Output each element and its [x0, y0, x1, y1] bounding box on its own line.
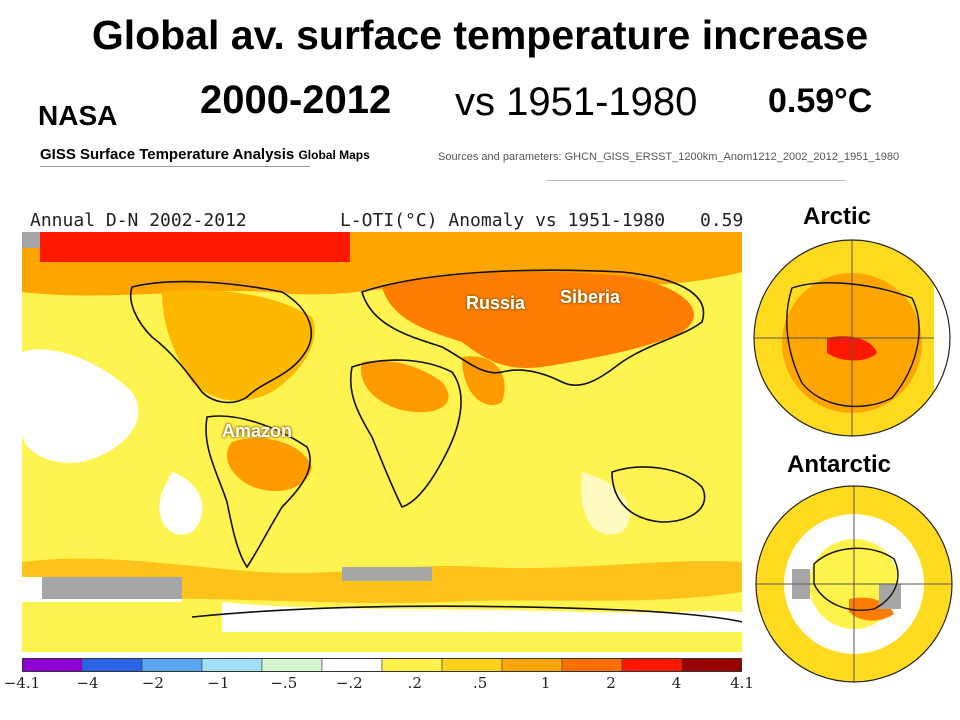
mean-anomaly: 0.59°C: [768, 82, 873, 120]
arctic-edge-mask: [934, 240, 950, 436]
colorbar-swatch: [321, 658, 383, 672]
arctic-coast-outline: [786, 282, 920, 408]
colorbar-tick-label: 2: [606, 674, 616, 692]
amazon-warming: [227, 438, 312, 491]
north-america-warming: [162, 290, 315, 401]
antarctic-frame: [755, 485, 953, 683]
colorbar-swatch: [501, 658, 563, 672]
eurasia-outline: [361, 269, 705, 387]
colorbar-swatch: [441, 658, 503, 672]
region-label-russia: Russia: [466, 293, 526, 313]
south-america-outline: [205, 415, 311, 569]
colorbar-swatch: [621, 658, 683, 672]
south-pacific-cool-area: [159, 472, 203, 535]
north-america-outline: [130, 280, 313, 404]
colorbar-swatch: [141, 658, 203, 672]
colorbar-tick-label: −4: [76, 674, 99, 692]
antarctica-coast-outline: [813, 547, 899, 611]
colorbar-tick-label: 1: [540, 674, 551, 692]
colorbar-swatch: [381, 658, 443, 672]
map-header-right: 0.59: [700, 210, 744, 231]
pacific-cool-area: [22, 349, 139, 463]
colorbar-tick-label: −1: [207, 674, 230, 692]
colorbar-swatch: [22, 658, 83, 672]
colorbar-tick-label: −.5: [270, 674, 298, 692]
giss-name: GISS Surface Temperature Analysis: [40, 146, 295, 163]
southern-no-data-mid: [342, 567, 432, 581]
colorbar-swatch: [681, 658, 742, 672]
antarctic-title: Antarctic: [787, 451, 892, 478]
colorbar-tick-label: −4.1: [3, 674, 41, 692]
africa-outline: [349, 359, 462, 508]
colorbar: [22, 658, 742, 672]
region-label-amazon: Amazon: [222, 421, 293, 441]
world-anomaly-map: [22, 232, 742, 652]
antarctic-polar-map: [755, 485, 953, 683]
arctic-frame: [753, 239, 951, 437]
colorbar-swatch: [81, 658, 143, 672]
siberia-high-anomaly: [382, 271, 694, 368]
colorbar-tick-label: 4.1: [730, 674, 754, 692]
antarctic-coast-cool: [222, 602, 742, 632]
page-title: Global av. surface temperature increase: [91, 12, 869, 58]
colorbar-swatch: [561, 658, 623, 672]
colorbar-border: [22, 658, 742, 672]
baseline-label: vs 1951-1980: [455, 80, 698, 124]
no-data-patch: [22, 232, 40, 248]
source-label: NASA: [38, 100, 118, 131]
arctic-title: Arctic: [803, 203, 872, 230]
southern-no-data-left: [42, 577, 182, 599]
colorbar-tick-label: −2: [141, 674, 164, 692]
continent-outlines: [130, 269, 742, 623]
arctic-strong-warming: [40, 232, 350, 262]
australia-outline: [611, 466, 706, 523]
region-label-siberia: Siberia: [560, 287, 621, 307]
map-header-left: Annual D-N 2002-2012: [30, 210, 247, 231]
colorbar-swatch: [261, 658, 323, 672]
sources-divider: [546, 180, 846, 181]
giss-subtitle: Global Maps: [298, 148, 370, 162]
giss-title: GISS Surface Temperature Analysis Global…: [40, 146, 370, 163]
sahara-warming: [361, 360, 449, 413]
indian-ocean-light: [581, 472, 630, 535]
sources-line: Sources and parameters: GHCN_GISS_ERSST_…: [438, 151, 900, 163]
colorbar-swatches: [22, 658, 742, 672]
colorbar-tick-label: −.2: [335, 674, 363, 692]
middle-east-warming: [462, 356, 505, 405]
antarctica-coast-outline: [191, 605, 742, 623]
colorbar-swatch: [201, 658, 263, 672]
colorbar-tick-label: 4: [671, 674, 682, 692]
map-header-mid: L-OTI(°C) Anomaly vs 1951-1980: [340, 210, 666, 231]
colorbar-tick-label: .2: [407, 674, 422, 692]
period-label: 2000-2012: [200, 78, 392, 122]
colorbar-tick-label: .5: [473, 674, 488, 692]
arctic-polar-map: [753, 239, 951, 437]
giss-divider: [40, 166, 310, 167]
